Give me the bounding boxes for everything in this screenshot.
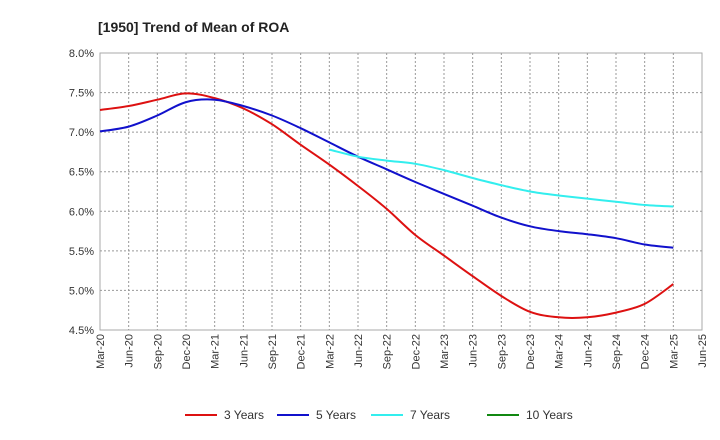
y-tick-label: 6.5% bbox=[69, 167, 94, 179]
x-tick-label: Jun-20 bbox=[124, 334, 136, 368]
x-tick-label: Dec-23 bbox=[525, 334, 537, 369]
x-tick-label: Jun-21 bbox=[238, 334, 250, 368]
y-tick-label: 7.0% bbox=[69, 127, 94, 139]
series-line-7-years bbox=[329, 148, 674, 208]
horizontal-gridlines bbox=[100, 92, 702, 291]
legend-label: 3 Years bbox=[224, 408, 264, 422]
y-tick-label: 5.5% bbox=[69, 246, 94, 258]
y-tick-label: 4.5% bbox=[69, 325, 94, 337]
legend-label: 5 Years bbox=[316, 408, 356, 422]
plot-area bbox=[99, 52, 703, 331]
series-line-5-years bbox=[99, 98, 674, 249]
legend-label: 7 Years bbox=[410, 408, 450, 422]
x-tick-label: Dec-24 bbox=[640, 334, 652, 369]
x-tick-label: Mar-25 bbox=[668, 334, 680, 369]
x-tick-label: Dec-21 bbox=[296, 334, 308, 369]
x-tick-label: Mar-21 bbox=[210, 334, 222, 369]
legend: 3 Years 5 Years 7 Years 10 Years bbox=[185, 408, 573, 422]
chart-title: [1950] Trend of Mean of ROA bbox=[98, 19, 289, 35]
x-tick-label: Sep-20 bbox=[152, 334, 164, 369]
x-axis-tick-labels: Mar-20 Jun-20 Sep-20 Dec-20 Mar-21 Jun-21 Sep-… bbox=[95, 334, 709, 369]
x-tick-label: Jun-24 bbox=[582, 334, 594, 368]
y-tick-label: 7.5% bbox=[69, 88, 94, 100]
x-tick-label: Sep-23 bbox=[496, 334, 508, 369]
legend-label: 10 Years bbox=[526, 408, 573, 422]
y-tick-label: 5.0% bbox=[69, 285, 94, 297]
x-tick-label: Sep-21 bbox=[267, 334, 279, 369]
y-axis-tick-labels: 8.0% 7.5% 7.0% 6.5% 6.0% 5.5% 5.0% 4.5% bbox=[69, 48, 94, 337]
y-tick-label: 8.0% bbox=[69, 48, 94, 60]
series-line-3-years bbox=[99, 92, 674, 319]
x-tick-label: Mar-22 bbox=[324, 334, 336, 369]
series-lines bbox=[99, 92, 674, 319]
y-tick-label: 6.0% bbox=[69, 206, 94, 218]
x-tick-label: Mar-23 bbox=[439, 334, 451, 369]
x-tick-label: Dec-20 bbox=[181, 334, 193, 369]
x-tick-label: Dec-22 bbox=[410, 334, 422, 369]
x-tick-label: Sep-24 bbox=[611, 334, 623, 369]
x-tick-label: Mar-20 bbox=[95, 334, 107, 369]
x-tick-label: Jun-22 bbox=[353, 334, 365, 368]
x-tick-label: Jun-23 bbox=[468, 334, 480, 368]
x-tick-label: Mar-24 bbox=[554, 334, 566, 369]
x-tick-label: Jun-25 bbox=[697, 334, 709, 368]
x-tick-label: Sep-22 bbox=[382, 334, 394, 369]
